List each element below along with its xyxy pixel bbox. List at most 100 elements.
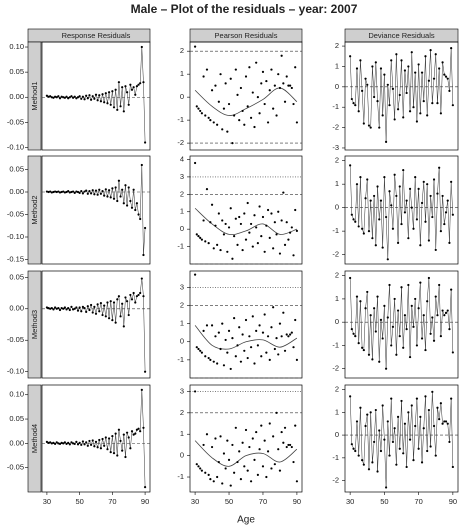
- panel-frame: [41, 270, 151, 379]
- residual-point: [415, 344, 419, 347]
- residual-point: [383, 176, 386, 179]
- residual-point: [229, 484, 232, 487]
- residual-point: [104, 436, 107, 439]
- residual-point: [58, 308, 62, 312]
- residual-point: [379, 318, 383, 321]
- residual-point: [438, 67, 441, 70]
- residual-point: [374, 330, 377, 333]
- column-title: Deviance Residuals: [368, 31, 435, 40]
- residual-point: [396, 108, 400, 111]
- residual-point: [263, 102, 266, 106]
- y-tick-label: -1: [177, 355, 184, 364]
- residual-point: [410, 404, 413, 407]
- residual-point: [287, 335, 290, 338]
- residual-point: [204, 114, 207, 117]
- residual-point: [99, 192, 103, 195]
- residual-point: [62, 190, 65, 193]
- residual-point: [295, 358, 299, 361]
- y-tick-label: -0.05: [7, 463, 24, 472]
- residual-point: [384, 215, 388, 219]
- residual-point: [422, 314, 425, 317]
- residual-point: [57, 190, 60, 193]
- residual-point: [424, 348, 427, 352]
- residual-point: [280, 219, 283, 222]
- residual-point: [359, 300, 362, 303]
- y-tick-label: -1: [332, 453, 339, 462]
- residual-point: [98, 438, 101, 442]
- residual-point: [193, 390, 197, 393]
- residual-point: [112, 106, 116, 109]
- residual-point: [217, 460, 220, 464]
- residual-point: [124, 85, 127, 88]
- residual-point: [65, 308, 68, 311]
- residual-point: [214, 84, 217, 87]
- residual-point: [263, 250, 266, 253]
- residual-point: [134, 93, 137, 96]
- panel-frame: [41, 155, 151, 265]
- residual-point: [419, 281, 422, 284]
- residual-point: [207, 356, 210, 360]
- residual-point: [373, 194, 376, 198]
- residual-point: [451, 465, 454, 469]
- residual-point: [52, 96, 55, 99]
- x-tick-label: 90: [141, 497, 149, 506]
- residual-point: [88, 94, 91, 97]
- residual-point: [391, 227, 395, 230]
- residual-point: [125, 91, 129, 94]
- residual-point: [424, 220, 427, 223]
- residual-point: [226, 250, 229, 253]
- residual-point: [443, 73, 446, 76]
- residual-point: [143, 141, 147, 144]
- smooth-curve: [194, 87, 298, 116]
- residual-point: [222, 107, 226, 110]
- residual-point: [75, 97, 78, 100]
- residual-point: [137, 213, 140, 216]
- residual-point: [91, 189, 94, 192]
- residual-point: [214, 335, 217, 338]
- residual-point: [349, 395, 352, 398]
- x-tick-label: 50: [380, 497, 388, 506]
- residual-point: [197, 235, 200, 238]
- residual-point: [450, 180, 453, 183]
- residual-point: [266, 121, 270, 124]
- residual-point: [400, 286, 403, 289]
- residual-point: [212, 360, 215, 363]
- residual-point: [233, 317, 236, 320]
- residual-point: [117, 81, 121, 84]
- residual-point: [272, 247, 275, 250]
- residual-point: [402, 346, 405, 349]
- residual-point: [116, 298, 119, 301]
- residual-point: [393, 118, 396, 121]
- residual-point: [76, 443, 80, 446]
- residual-point: [239, 478, 243, 481]
- residual-point: [292, 102, 295, 106]
- residual-point: [355, 183, 359, 186]
- residual-point: [381, 337, 384, 340]
- residual-point: [67, 190, 70, 193]
- residual-point: [73, 442, 76, 445]
- residual-point: [424, 395, 427, 398]
- residual-point: [432, 339, 436, 342]
- row-label: Method3: [30, 310, 39, 339]
- residual-point: [261, 465, 265, 468]
- residual-point: [195, 463, 198, 466]
- residual-point: [367, 468, 371, 471]
- y-tick-label: 0.05: [9, 164, 24, 173]
- residual-point: [364, 77, 367, 80]
- residual-point: [129, 83, 132, 86]
- residual-point: [278, 322, 282, 325]
- residual-point: [450, 397, 453, 400]
- residual-point: [263, 313, 266, 316]
- residual-point: [287, 238, 290, 241]
- residual-line: [349, 277, 454, 369]
- residual-point: [122, 202, 125, 205]
- residual-point: [390, 397, 393, 400]
- residual-point: [270, 467, 273, 470]
- residual-point: [443, 314, 446, 317]
- residual-point: [200, 238, 203, 241]
- residual-line: [349, 165, 454, 260]
- y-tick-label: -2: [177, 138, 184, 147]
- residual-point: [256, 344, 259, 347]
- residual-point: [405, 328, 408, 331]
- residual-point: [101, 93, 104, 96]
